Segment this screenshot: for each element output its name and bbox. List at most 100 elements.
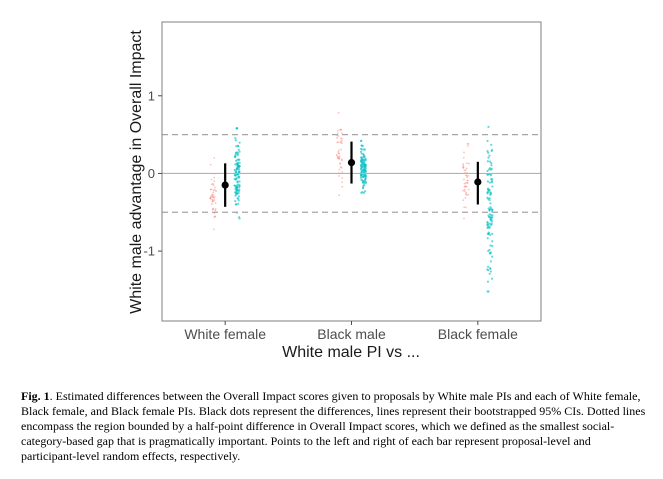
participant-effect-point bbox=[236, 164, 239, 167]
proposal-effect-point bbox=[212, 193, 215, 196]
participant-effect-point bbox=[489, 218, 492, 221]
proposal-effect-point bbox=[210, 196, 213, 199]
proposal-effect-point bbox=[339, 128, 342, 131]
estimates-layer bbox=[221, 141, 482, 207]
participant-effect-point bbox=[238, 186, 241, 189]
participant-effect-point bbox=[237, 148, 240, 151]
proposal-effect-point bbox=[209, 197, 212, 200]
proposal-effect-point bbox=[340, 137, 343, 140]
proposal-effect-point bbox=[465, 167, 468, 170]
proposal-effect-point bbox=[341, 171, 344, 173]
participant-effect-point bbox=[234, 156, 237, 159]
participant-effect-point bbox=[363, 178, 367, 182]
participant-effect-point bbox=[234, 188, 237, 191]
proposal-effect-point bbox=[338, 152, 341, 155]
proposal-effect-point bbox=[337, 135, 340, 137]
chart: 10-1 White female Black male Black female … bbox=[128, 21, 542, 361]
proposal-effect-point bbox=[337, 141, 340, 144]
participant-effect-point bbox=[486, 196, 489, 199]
proposal-effect-point bbox=[212, 191, 215, 194]
x-axis: White female Black male Black female bbox=[184, 321, 518, 342]
participant-effect-point bbox=[488, 225, 491, 228]
participant-effect-point bbox=[235, 192, 239, 195]
proposal-effect-point bbox=[464, 185, 467, 187]
participant-effect-point bbox=[489, 192, 493, 196]
proposal-effect-point bbox=[467, 193, 470, 196]
proposal-effect-point bbox=[213, 176, 216, 179]
proposal-effect-point bbox=[336, 129, 339, 132]
participant-effect-point bbox=[488, 208, 491, 212]
proposal-effect-point bbox=[209, 197, 212, 199]
y-axis-title: White male advantage in Overall Impact bbox=[128, 30, 145, 314]
figure-caption: Fig. 1. Estimated differences between th… bbox=[21, 389, 646, 464]
proposal-effect-point bbox=[340, 129, 343, 131]
participant-effect-point bbox=[486, 220, 489, 224]
participant-effect-point bbox=[491, 244, 494, 248]
proposal-effect-point bbox=[462, 163, 464, 165]
y-axis: 1 0 -1 bbox=[143, 88, 162, 259]
participant-effect-point bbox=[234, 174, 237, 177]
proposal-effect-point bbox=[214, 202, 217, 205]
proposal-effect-point bbox=[215, 190, 218, 193]
participant-effect-point bbox=[489, 252, 492, 255]
proposal-effect-point bbox=[463, 190, 466, 193]
proposal-effect-point bbox=[212, 196, 214, 198]
participant-effect-point bbox=[486, 280, 490, 283]
proposal-effect-point bbox=[338, 155, 341, 158]
participant-effect-point bbox=[360, 178, 363, 181]
proposal-effect-point bbox=[214, 209, 217, 212]
proposal-effect-point bbox=[465, 174, 468, 177]
participant-effect-point bbox=[361, 186, 365, 190]
participant-effect-point bbox=[238, 150, 241, 153]
participant-effect-point bbox=[361, 169, 365, 172]
participant-effect-point bbox=[234, 136, 237, 140]
participant-effect-point bbox=[364, 180, 367, 183]
proposal-effect-point bbox=[336, 141, 339, 144]
proposal-effect-point bbox=[340, 166, 343, 169]
participant-effect-point bbox=[489, 260, 492, 263]
participant-effect-point bbox=[234, 203, 237, 206]
proposal-effect-point bbox=[466, 179, 469, 182]
proposal-effect-point bbox=[213, 197, 216, 200]
x-tick-label: Black female bbox=[438, 326, 518, 342]
proposal-effect-point bbox=[212, 208, 215, 211]
participant-effect-point bbox=[364, 157, 367, 160]
proposal-effect-point bbox=[463, 169, 466, 172]
caption-label: Fig. 1 bbox=[21, 389, 50, 403]
caption-text: . Estimated differences between the Over… bbox=[21, 389, 646, 463]
proposal-effect-point bbox=[340, 158, 343, 161]
proposal-effect-point bbox=[337, 157, 340, 159]
participant-effect-point bbox=[362, 152, 365, 156]
proposal-effect-point bbox=[211, 183, 213, 186]
participant-effect-point bbox=[487, 125, 490, 128]
proposal-effect-point bbox=[465, 191, 468, 194]
participant-effect-point bbox=[486, 224, 489, 227]
participant-effect-point bbox=[487, 249, 490, 253]
participant-effect-point bbox=[361, 158, 364, 161]
proposal-effect-point bbox=[214, 188, 216, 191]
participant-effect-point bbox=[489, 202, 492, 205]
participant-effect-point bbox=[362, 160, 366, 163]
participant-effect-point bbox=[238, 184, 241, 187]
proposal-effect-point bbox=[340, 139, 343, 142]
proposal-effect-point bbox=[214, 215, 217, 218]
proposal-effect-point bbox=[210, 203, 213, 205]
proposal-effect-point bbox=[467, 143, 470, 145]
proposal-effect-point bbox=[336, 155, 339, 157]
proposal-effect-point bbox=[337, 150, 340, 153]
participant-effect-point bbox=[363, 184, 366, 187]
participant-effect-point bbox=[237, 175, 240, 178]
proposal-effect-point bbox=[209, 163, 212, 166]
participant-effect-point bbox=[234, 139, 237, 142]
proposal-effect-point bbox=[212, 183, 215, 185]
proposal-effect-point bbox=[213, 180, 216, 183]
proposal-effect-point bbox=[209, 188, 212, 191]
participant-effect-point bbox=[234, 153, 237, 156]
proposal-effect-point bbox=[336, 132, 339, 134]
participant-effect-point bbox=[488, 197, 491, 200]
participant-effect-point bbox=[363, 174, 366, 177]
participant-effect-point bbox=[359, 156, 363, 159]
participant-effect-point bbox=[486, 265, 490, 268]
participant-effect-point bbox=[360, 139, 363, 142]
participant-effect-point bbox=[489, 168, 493, 171]
